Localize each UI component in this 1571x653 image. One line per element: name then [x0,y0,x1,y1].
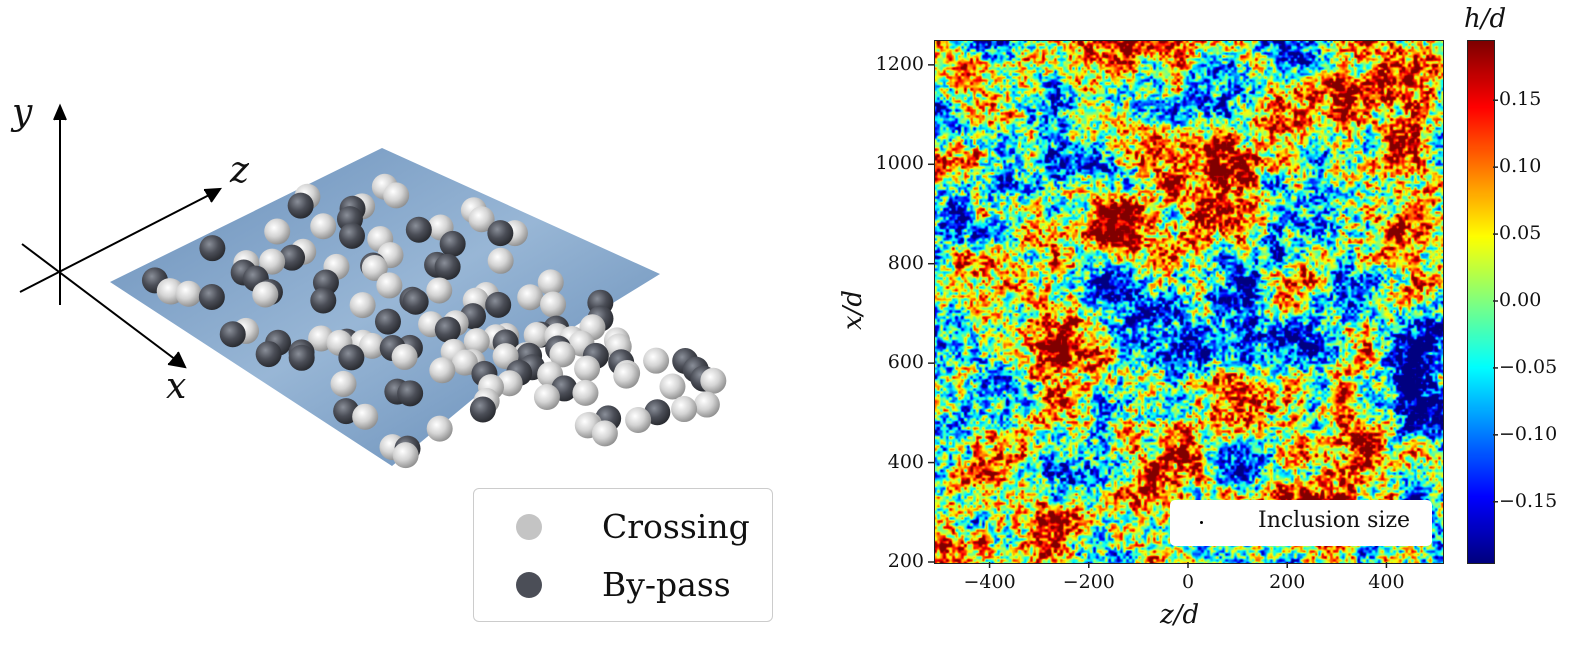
crossing-sphere [468,206,495,233]
crossing-sphere [264,218,291,245]
colorbar-tick-label: 0.15 [1499,88,1542,111]
crossing-sphere [693,391,720,418]
crossing-sphere [591,420,618,447]
bypass-sphere [279,244,306,271]
crossing-sphere [383,182,410,209]
sphere-legend: Crossing By-pass [473,488,773,622]
crossing-sphere [523,322,550,349]
colorbar [1467,40,1495,564]
crossing-sphere [700,367,727,394]
legend-item-crossing: Crossing [474,507,750,546]
crossing-sphere [352,403,379,430]
legend-label: By-pass [602,565,731,604]
crossing-marker [516,513,542,540]
crossing-sphere [359,332,386,359]
bypass-sphere [439,230,466,257]
crossing-sphere [549,341,576,368]
x-tick-label: 0 [1181,571,1195,593]
bypass-sphere [255,341,282,368]
colorbar-tick-label: 0.05 [1499,222,1542,245]
y-tick-label: 800 [887,251,924,274]
inclusion-legend-label: Inclusion size [1258,508,1411,533]
bypass-sphere [219,321,246,348]
crossing-sphere [537,269,564,296]
crossing-sphere [613,362,640,389]
colorbar-title: h/d [1464,4,1507,34]
crossing-sphere [533,384,560,411]
y-tick-label: 200 [887,550,924,572]
colorbar-tick-label: 0.00 [1499,289,1542,311]
y-axis-title: x/d [838,289,868,330]
crossing-sphere [391,343,418,370]
x-axis-title: z/d [1160,600,1200,630]
crossing-sphere [259,248,286,275]
crossing-sphere [252,281,279,308]
y-tick-label: 600 [887,351,924,374]
crossing-sphere [361,254,388,281]
bypass-sphere [434,316,461,343]
bypass-sphere [310,287,337,314]
bypass-sphere [485,291,512,318]
bypass-sphere [198,283,225,310]
crossing-sphere [463,328,490,355]
colorbar-tick-label: −0.10 [1499,422,1558,445]
z-axis-label: z [230,150,249,191]
x-tick-label: 200 [1269,571,1306,593]
inclusion-marker [1200,521,1203,524]
colorbar-tick-label: 0.10 [1499,155,1542,178]
y-tick-label: 1200 [875,52,924,75]
spheres-group [141,173,727,469]
heatmap [934,40,1444,564]
coordinate-axes [19,103,222,369]
bypass-sphere [487,220,514,247]
crossing-sphere [659,373,686,400]
crossing-sphere [330,370,357,397]
bypass-sphere [199,235,226,262]
bypass-sphere [338,222,365,249]
bypass-sphere [397,380,424,407]
crossing-sphere [625,407,652,434]
crossing-sphere [376,272,403,299]
x-tick-label: −200 [1062,571,1115,593]
3d-sphere-surface-illustration [19,103,727,469]
y-tick-label: 1000 [875,152,924,175]
crossing-sphere [517,284,544,311]
crossing-sphere [574,355,601,382]
crossing-sphere [572,379,599,406]
crossing-sphere [487,247,514,274]
x-tick-label: 400 [1368,571,1405,593]
inclusion-legend: Inclusion size [1170,500,1432,546]
bypass-sphere [469,396,496,423]
x-axis-label: x [166,366,187,407]
legend-item-bypass: By-pass [474,565,731,604]
colorbar-tick-label: −0.15 [1499,489,1558,512]
y-axis-label: y [12,92,33,133]
bypass-sphere [338,344,365,371]
crossing-sphere [426,277,453,304]
colorbar-tick-label: −0.05 [1499,355,1558,378]
bypass-sphere [287,192,314,219]
y-tick-label: 400 [887,450,924,473]
crossing-sphere [310,213,337,240]
crossing-sphere [671,396,698,423]
crossing-sphere [349,292,376,319]
crossing-sphere [392,442,419,469]
crossing-sphere [429,357,456,384]
crossing-sphere [643,347,670,374]
bypass-sphere [434,253,461,280]
bypass-sphere [374,308,401,335]
bypass-sphere [405,216,432,243]
legend-label: Crossing [602,507,750,546]
crossing-sphere [426,415,453,442]
crossing-sphere [451,349,478,376]
crossing-sphere [540,291,567,318]
bypass-marker [516,571,542,598]
x-tick-label: −400 [963,571,1016,593]
bypass-sphere [402,288,429,315]
crossing-sphere [175,280,202,307]
bypass-sphere [288,344,315,371]
